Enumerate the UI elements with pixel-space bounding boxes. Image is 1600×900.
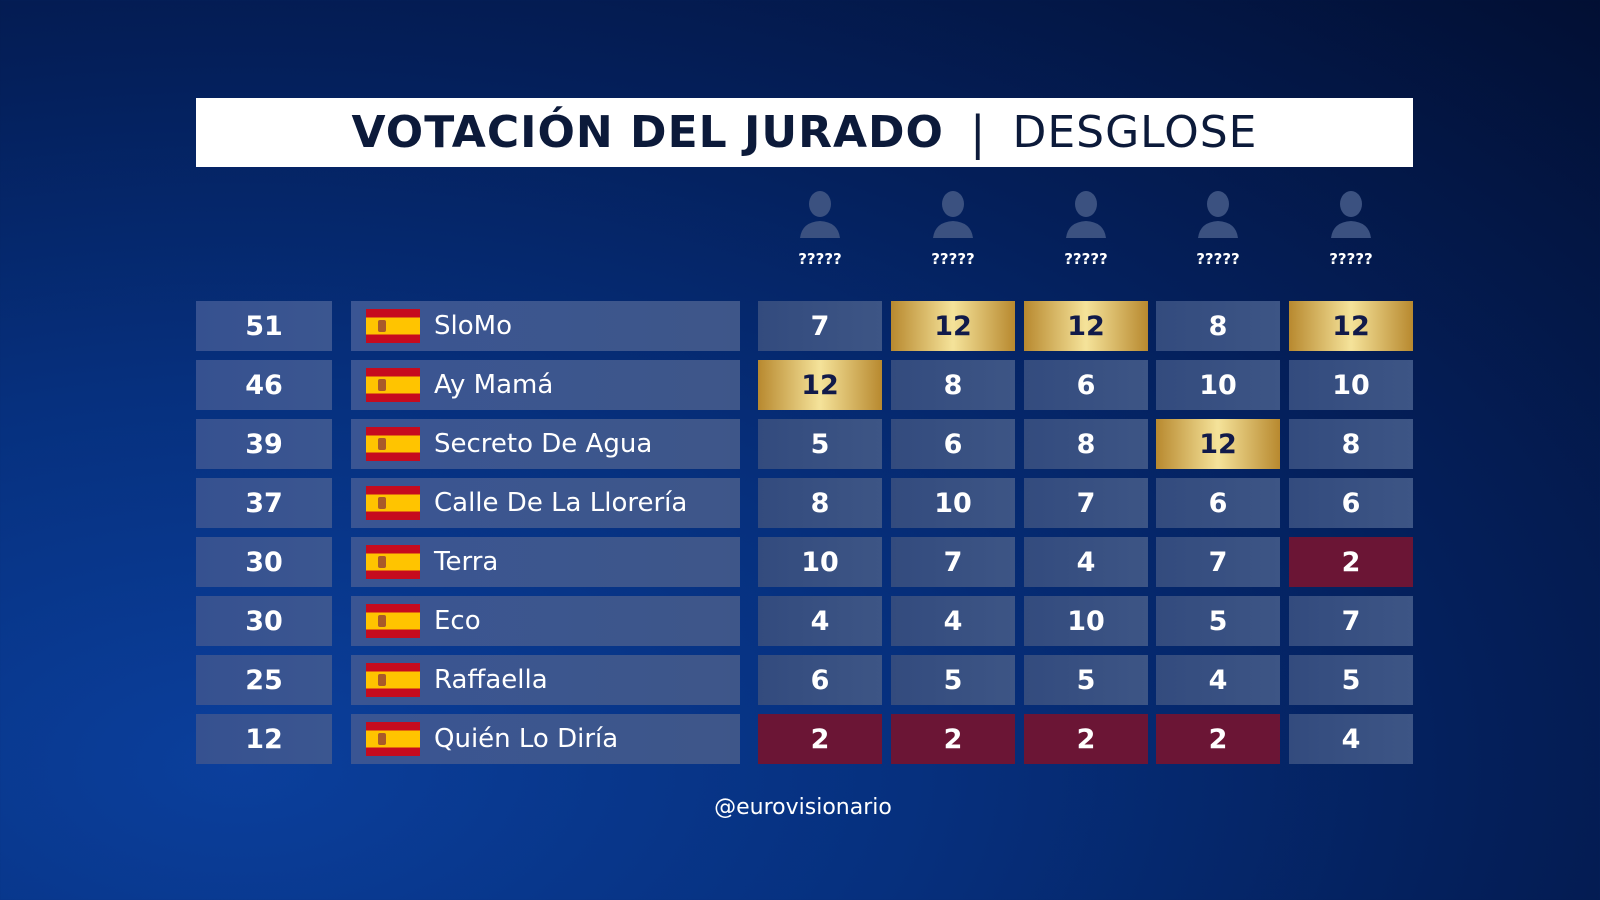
judge-name: ?????	[931, 250, 975, 268]
judge-score: 6	[1024, 360, 1148, 410]
judge-score: 10	[891, 478, 1015, 528]
song-cell: Terra	[351, 537, 740, 587]
footer-handle: @eurovisionario	[714, 795, 892, 820]
judge-score: 6	[1156, 478, 1280, 528]
song-title: Quién Lo Diría	[434, 724, 619, 754]
song-cell: Calle De La Llorería	[351, 478, 740, 528]
song-title: Calle De La Llorería	[434, 488, 688, 518]
judge-name: ?????	[1196, 250, 1240, 268]
judge-score: 5	[1024, 655, 1148, 705]
judge-score: 12	[758, 360, 882, 410]
song-title: SloMo	[434, 311, 512, 341]
judge-score: 7	[758, 301, 882, 351]
person-silhouette-icon	[933, 191, 973, 238]
judge-column-header: ?????	[891, 190, 1015, 268]
spain-flag-icon	[366, 604, 420, 638]
song-title: Ay Mamá	[434, 370, 554, 400]
judge-score: 8	[891, 360, 1015, 410]
song-title: Terra	[434, 547, 499, 577]
song-cell: Quién Lo Diría	[351, 714, 740, 764]
song-title: Raffaella	[434, 665, 548, 695]
judge-score: 2	[1024, 714, 1148, 764]
judge-score: 12	[1289, 301, 1413, 351]
judge-score: 6	[758, 655, 882, 705]
judge-score: 10	[758, 537, 882, 587]
judge-score: 5	[891, 655, 1015, 705]
song-cell: Eco	[351, 596, 740, 646]
total-points: 30	[196, 537, 332, 587]
judge-score: 2	[1156, 714, 1280, 764]
song-title: Secreto De Agua	[434, 429, 653, 459]
title-separator: |	[969, 105, 987, 160]
spain-flag-icon	[366, 368, 420, 402]
judge-score: 5	[1289, 655, 1413, 705]
judge-score: 12	[1156, 419, 1280, 469]
spain-flag-icon	[366, 663, 420, 697]
title-bar: VOTACIÓN DEL JURADO | DESGLOSE	[196, 98, 1413, 167]
judge-score: 10	[1024, 596, 1148, 646]
spain-flag-icon	[366, 722, 420, 756]
title-sub: DESGLOSE	[1012, 107, 1258, 158]
title-main: VOTACIÓN DEL JURADO	[351, 107, 944, 158]
spain-flag-icon	[366, 309, 420, 343]
judge-score: 8	[1156, 301, 1280, 351]
judge-score: 4	[1289, 714, 1413, 764]
judge-score: 5	[758, 419, 882, 469]
person-silhouette-icon	[800, 191, 840, 238]
judge-score: 6	[891, 419, 1015, 469]
judge-score: 10	[1289, 360, 1413, 410]
song-title: Eco	[434, 606, 481, 636]
person-silhouette-icon	[1066, 191, 1106, 238]
total-points: 37	[196, 478, 332, 528]
judge-score: 8	[1024, 419, 1148, 469]
judge-name: ?????	[798, 250, 842, 268]
judge-column-header: ?????	[758, 190, 882, 268]
total-points: 25	[196, 655, 332, 705]
song-cell: SloMo	[351, 301, 740, 351]
judge-score: 7	[1289, 596, 1413, 646]
judge-score: 4	[1156, 655, 1280, 705]
judge-score: 8	[1289, 419, 1413, 469]
judge-column-header: ?????	[1289, 190, 1413, 268]
judge-score: 4	[1024, 537, 1148, 587]
judge-score: 4	[758, 596, 882, 646]
total-points: 51	[196, 301, 332, 351]
judge-score: 7	[891, 537, 1015, 587]
total-points: 46	[196, 360, 332, 410]
total-points: 12	[196, 714, 332, 764]
song-cell: Secreto De Agua	[351, 419, 740, 469]
spain-flag-icon	[366, 427, 420, 461]
judge-score: 2	[758, 714, 882, 764]
judge-score: 2	[1289, 537, 1413, 587]
judge-score: 5	[1156, 596, 1280, 646]
judge-name: ?????	[1064, 250, 1108, 268]
judge-score: 4	[891, 596, 1015, 646]
judge-name: ?????	[1329, 250, 1373, 268]
person-silhouette-icon	[1331, 191, 1371, 238]
song-cell: Ay Mamá	[351, 360, 740, 410]
judge-column-header: ?????	[1156, 190, 1280, 268]
total-points: 30	[196, 596, 332, 646]
judge-score: 6	[1289, 478, 1413, 528]
judge-score: 7	[1156, 537, 1280, 587]
spain-flag-icon	[366, 545, 420, 579]
total-points: 39	[196, 419, 332, 469]
judge-score: 2	[891, 714, 1015, 764]
person-silhouette-icon	[1198, 191, 1238, 238]
judge-column-header: ?????	[1024, 190, 1148, 268]
spain-flag-icon	[366, 486, 420, 520]
judge-score: 12	[891, 301, 1015, 351]
judge-score: 12	[1024, 301, 1148, 351]
judge-score: 8	[758, 478, 882, 528]
song-cell: Raffaella	[351, 655, 740, 705]
judge-score: 10	[1156, 360, 1280, 410]
judge-score: 7	[1024, 478, 1148, 528]
